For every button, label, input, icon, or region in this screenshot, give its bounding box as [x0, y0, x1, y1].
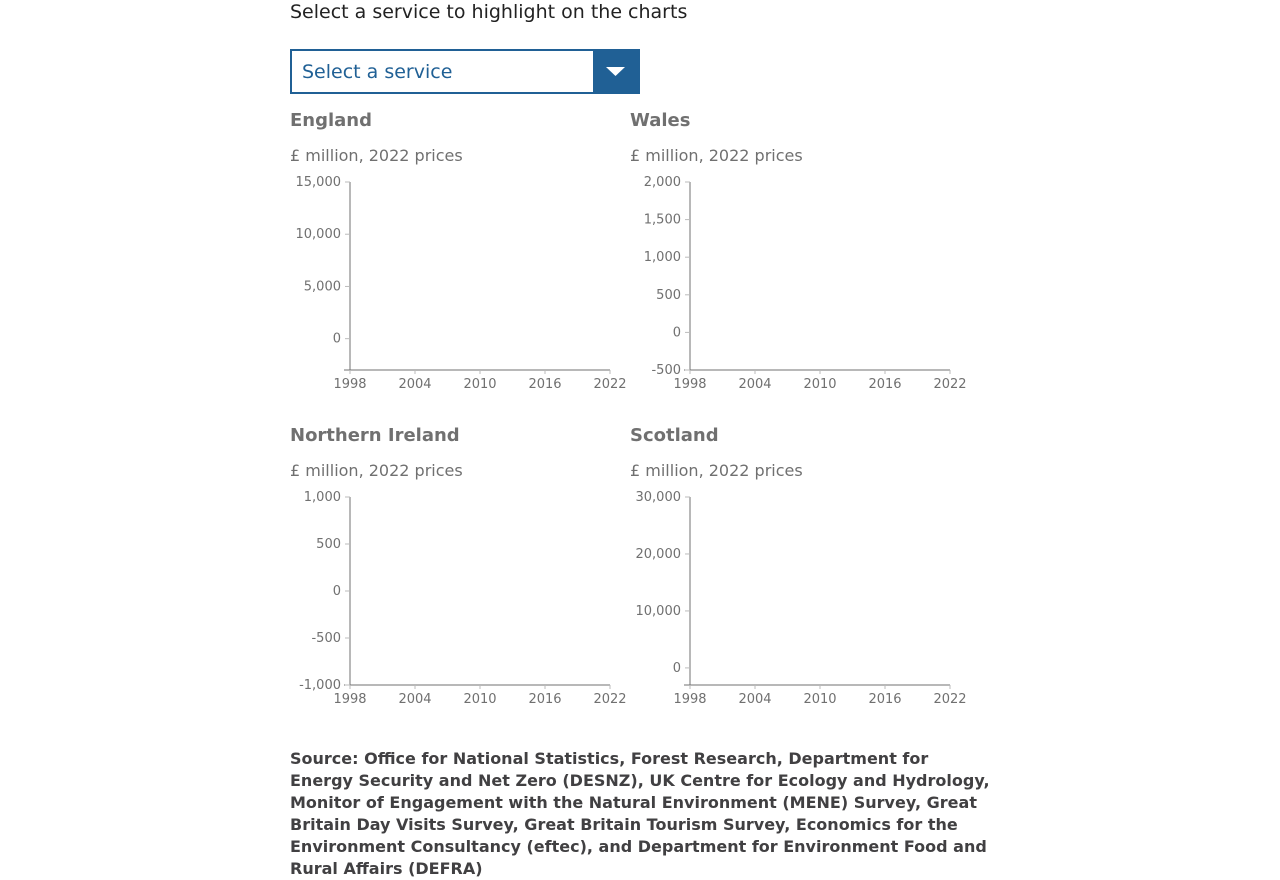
y-tick-label: 1,000	[644, 250, 681, 265]
y-tick-label: 5,000	[304, 279, 341, 294]
x-tick-label: 2004	[738, 377, 771, 392]
x-tick-label: 2022	[593, 692, 626, 707]
chart-subtitle: £ million, 2022 prices	[630, 146, 803, 165]
chart-title: England	[290, 110, 373, 131]
chart-scotland: 0 10,000 20,000 30,000 1998 2004 2010 2016 2022	[636, 490, 967, 707]
x-tick-label: 2010	[803, 377, 836, 392]
y-tick-label: 10,000	[636, 604, 682, 619]
chart-northern-ireland: -1,000 -500 0 500 1,000 1998 2004 2010 2016 2022	[299, 490, 626, 707]
x-tick-label: 2010	[803, 692, 836, 707]
y-tick-label: 15,000	[296, 175, 342, 190]
x-tick-label: 2016	[868, 377, 901, 392]
chart-panel-scotland: Scotland £ million, 2022 prices 0 10,000 2…	[630, 425, 970, 725]
chevron-down-icon	[606, 67, 625, 76]
y-tick-label: -500	[651, 363, 681, 378]
select-prompt: Select a service to highlight on the cha…	[290, 1, 688, 23]
y-tick-label: -1,000	[299, 678, 341, 693]
chart-title: Scotland	[630, 425, 719, 446]
x-tick-label: 2016	[528, 377, 561, 392]
x-tick-label: 2004	[738, 692, 771, 707]
x-tick-label: 2016	[868, 692, 901, 707]
y-tick-label: 20,000	[636, 547, 682, 562]
x-tick-label: 2004	[398, 692, 431, 707]
chart-title: Northern Ireland	[290, 425, 460, 446]
x-tick-label: 2010	[463, 692, 496, 707]
service-select-value: Select a service	[302, 61, 453, 83]
x-tick-label: 2016	[528, 692, 561, 707]
chart-wales: -500 0 500 1,000 1,500 2,000 1998 2004 2010 2016 2…	[644, 175, 967, 392]
x-tick-label: 2004	[398, 377, 431, 392]
service-select[interactable]: Select a service	[290, 49, 640, 94]
y-tick-label: 0	[673, 325, 681, 340]
y-tick-label: 1,500	[644, 213, 681, 228]
x-tick-label: 2022	[593, 377, 626, 392]
source-note: Source: Office for National Statistics, …	[290, 749, 990, 878]
x-tick-label: 1998	[333, 692, 366, 707]
y-tick-label: 10,000	[296, 227, 342, 242]
x-tick-label: 1998	[673, 377, 706, 392]
y-tick-label: -500	[311, 631, 341, 646]
chart-panel-england: England £ million, 2022 prices 0 5,000 10,…	[290, 110, 630, 410]
chart-subtitle: £ million, 2022 prices	[630, 461, 803, 480]
chart-title: Wales	[630, 110, 691, 131]
y-tick-label: 500	[316, 537, 341, 552]
x-tick-label: 2010	[463, 377, 496, 392]
chart-england: 0 5,000 10,000 15,000 1998 2004 2010 2016 2022	[296, 175, 627, 392]
chart-panel-northern-ireland: Northern Ireland £ million, 2022 prices …	[290, 425, 630, 725]
x-tick-label: 1998	[333, 377, 366, 392]
chart-subtitle: £ million, 2022 prices	[290, 146, 463, 165]
y-tick-label: 1,000	[304, 490, 341, 505]
chart-panel-wales: Wales £ million, 2022 prices -500 0 500 1,0…	[630, 110, 970, 410]
service-select-toggle[interactable]	[593, 51, 638, 92]
y-tick-label: 0	[673, 661, 681, 676]
y-tick-label: 0	[333, 584, 341, 599]
y-tick-label: 0	[333, 332, 341, 347]
y-tick-label: 500	[656, 288, 681, 303]
x-tick-label: 2022	[933, 692, 966, 707]
y-tick-label: 2,000	[644, 175, 681, 190]
chart-subtitle: £ million, 2022 prices	[290, 461, 463, 480]
x-tick-label: 1998	[673, 692, 706, 707]
y-tick-label: 30,000	[636, 490, 682, 505]
x-tick-label: 2022	[933, 377, 966, 392]
